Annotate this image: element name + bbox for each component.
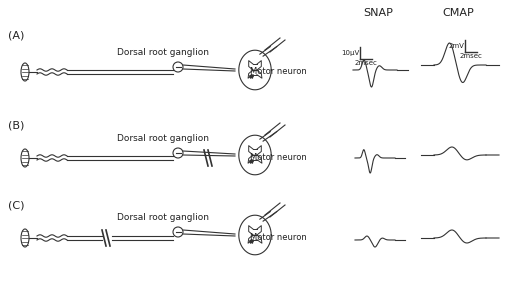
Ellipse shape <box>21 229 29 247</box>
Text: (A): (A) <box>8 30 24 40</box>
Text: Dorsal root ganglion: Dorsal root ganglion <box>117 134 209 143</box>
Text: Dorsal root ganglion: Dorsal root ganglion <box>117 48 209 57</box>
Circle shape <box>173 62 183 72</box>
Text: SNAP: SNAP <box>363 8 393 18</box>
Text: (B): (B) <box>8 120 24 130</box>
Text: 2msec: 2msec <box>354 60 377 66</box>
Text: Motor neuron: Motor neuron <box>250 67 307 76</box>
Text: 2mV: 2mV <box>448 43 464 49</box>
Circle shape <box>173 148 183 158</box>
Text: 10μV: 10μV <box>341 50 359 56</box>
Ellipse shape <box>21 149 29 167</box>
Ellipse shape <box>21 63 29 81</box>
Text: Motor neuron: Motor neuron <box>250 153 307 162</box>
Text: CMAP: CMAP <box>442 8 474 18</box>
Circle shape <box>173 227 183 237</box>
Text: Motor neuron: Motor neuron <box>250 232 307 241</box>
Text: Dorsal root ganglion: Dorsal root ganglion <box>117 213 209 222</box>
Text: (C): (C) <box>8 200 24 210</box>
Text: 2msec: 2msec <box>459 53 483 59</box>
